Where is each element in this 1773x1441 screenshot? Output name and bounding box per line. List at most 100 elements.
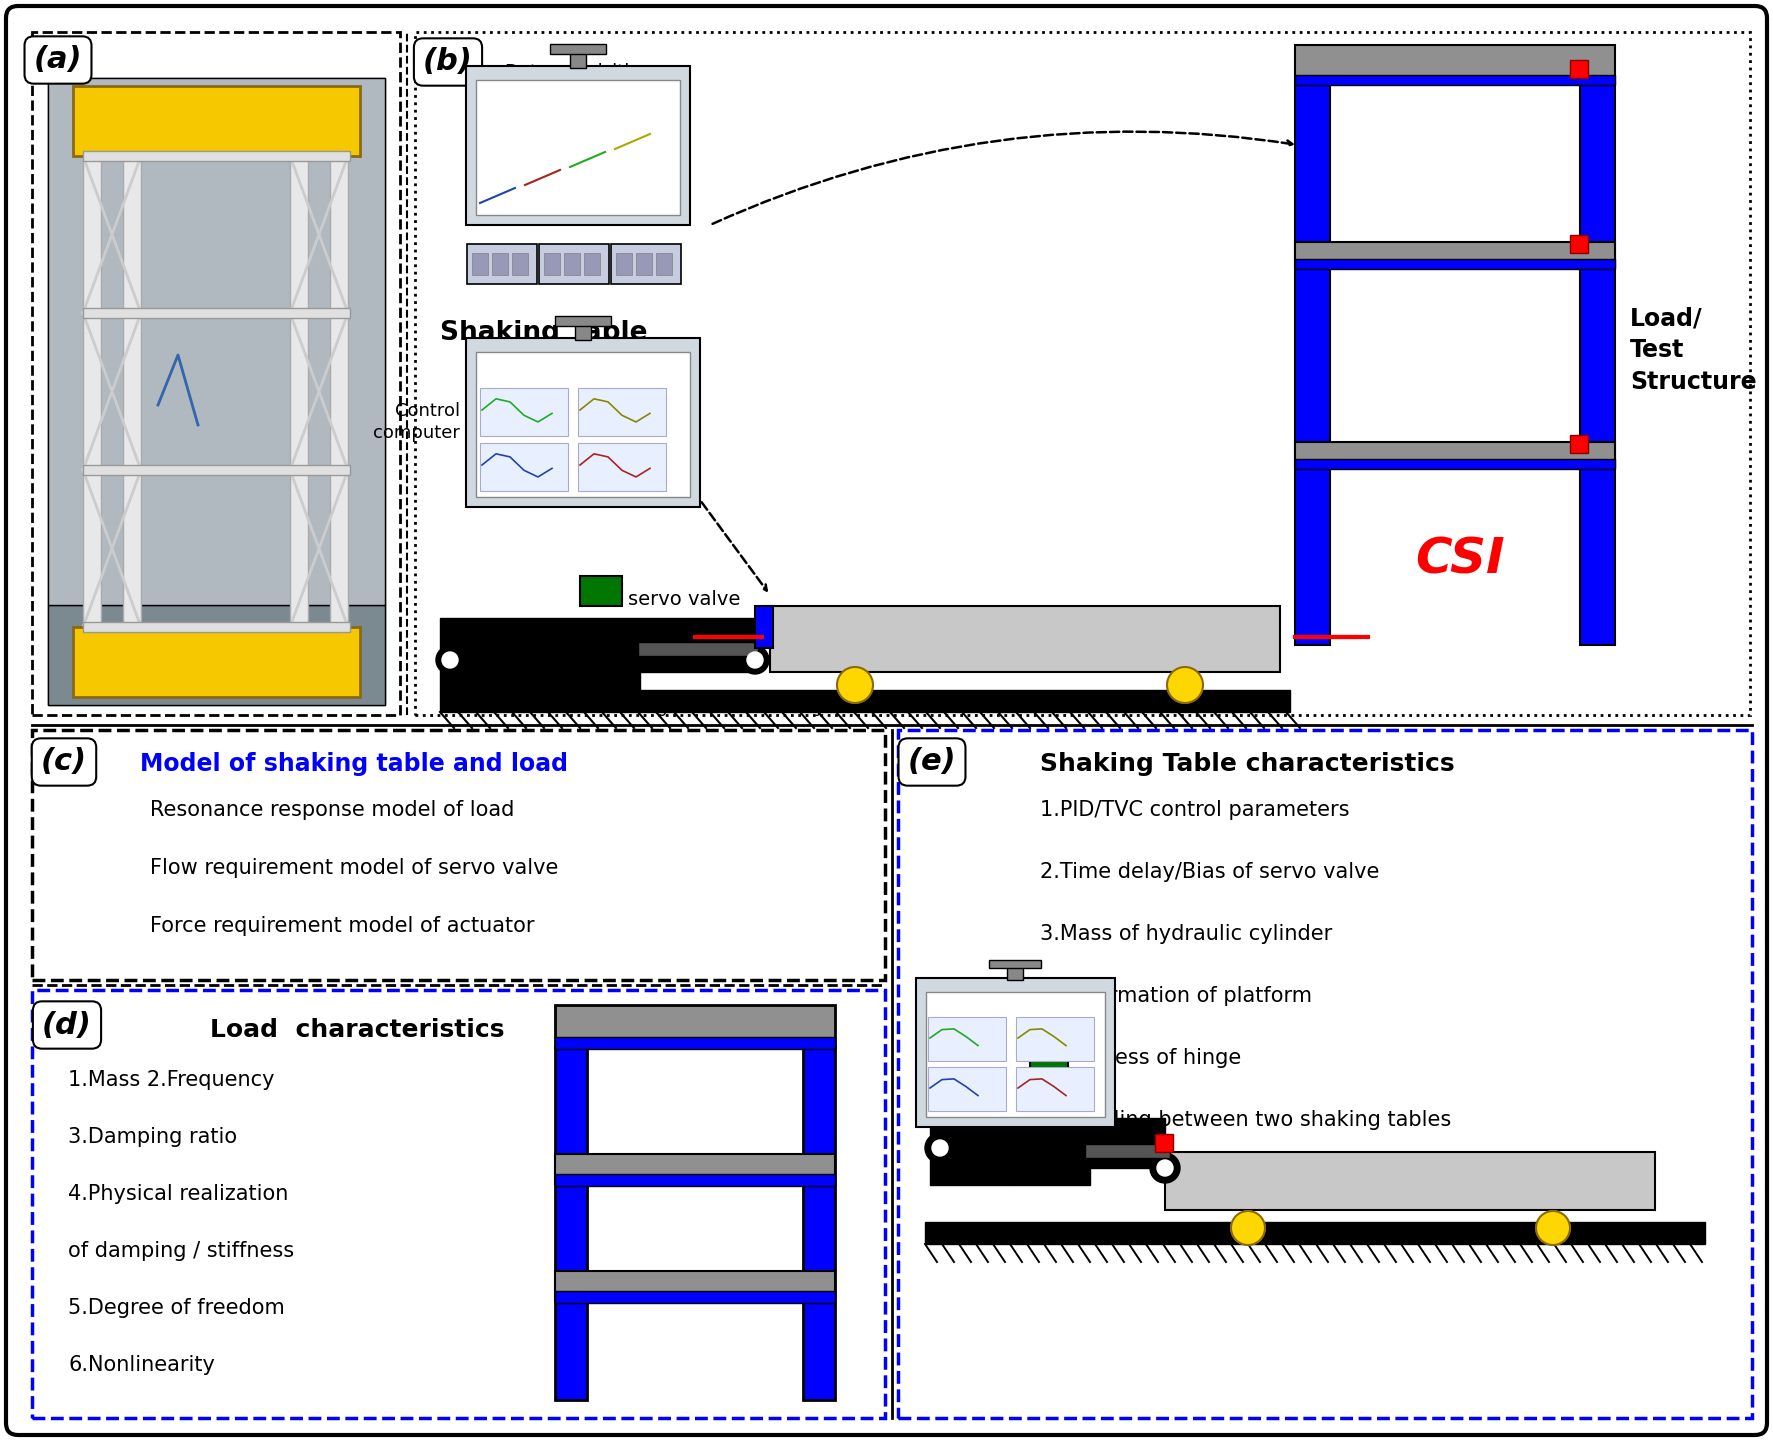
FancyBboxPatch shape [1294, 45, 1615, 84]
FancyBboxPatch shape [1571, 235, 1589, 254]
FancyBboxPatch shape [656, 254, 672, 275]
FancyBboxPatch shape [564, 254, 580, 275]
FancyBboxPatch shape [578, 442, 667, 491]
Text: 6.Nonlinearity: 6.Nonlinearity [67, 1355, 215, 1375]
FancyBboxPatch shape [1154, 1134, 1174, 1151]
FancyBboxPatch shape [291, 153, 309, 630]
FancyBboxPatch shape [803, 1048, 835, 1401]
FancyBboxPatch shape [48, 605, 385, 705]
Circle shape [1535, 1210, 1571, 1245]
Text: Shaking Table: Shaking Table [440, 320, 647, 346]
FancyBboxPatch shape [83, 308, 349, 318]
FancyBboxPatch shape [574, 321, 590, 340]
Text: 1.Mass 2.Frequency: 1.Mass 2.Frequency [67, 1071, 275, 1089]
FancyBboxPatch shape [544, 254, 560, 275]
FancyBboxPatch shape [475, 352, 690, 497]
FancyBboxPatch shape [1294, 75, 1615, 85]
Text: Control
computer: Control computer [372, 402, 459, 442]
FancyBboxPatch shape [1030, 1058, 1067, 1085]
FancyBboxPatch shape [926, 991, 1105, 1117]
FancyBboxPatch shape [1571, 61, 1589, 78]
FancyBboxPatch shape [512, 254, 528, 275]
Text: Data acquisition
system: Data acquisition system [505, 63, 651, 104]
FancyBboxPatch shape [917, 978, 1115, 1127]
FancyBboxPatch shape [83, 151, 349, 161]
Text: 4.Physical realization: 4.Physical realization [67, 1185, 289, 1205]
FancyBboxPatch shape [1294, 84, 1330, 646]
FancyBboxPatch shape [580, 576, 622, 607]
Circle shape [1167, 667, 1204, 703]
FancyBboxPatch shape [1580, 84, 1615, 646]
FancyBboxPatch shape [638, 643, 759, 656]
Circle shape [1158, 1160, 1174, 1176]
FancyBboxPatch shape [440, 690, 1291, 712]
FancyBboxPatch shape [472, 254, 488, 275]
FancyBboxPatch shape [612, 244, 681, 284]
Circle shape [1230, 1210, 1264, 1245]
FancyBboxPatch shape [989, 960, 1041, 968]
FancyBboxPatch shape [569, 50, 587, 68]
Polygon shape [931, 1089, 1090, 1185]
FancyBboxPatch shape [491, 254, 509, 275]
Text: Resonance response model of load: Resonance response model of load [151, 800, 514, 820]
FancyBboxPatch shape [927, 1017, 1005, 1061]
FancyBboxPatch shape [83, 623, 349, 633]
Circle shape [837, 667, 872, 703]
FancyBboxPatch shape [1016, 1066, 1094, 1111]
FancyBboxPatch shape [755, 607, 773, 648]
FancyBboxPatch shape [466, 66, 690, 225]
FancyBboxPatch shape [466, 339, 700, 507]
Text: 3.Mass of hydraulic cylinder: 3.Mass of hydraulic cylinder [1041, 924, 1332, 944]
Text: 2.Time delay/Bias of servo valve: 2.Time delay/Bias of servo valve [1041, 862, 1379, 882]
Text: 4.Deformation of platform: 4.Deformation of platform [1041, 986, 1312, 1006]
Circle shape [441, 651, 457, 669]
FancyBboxPatch shape [1571, 435, 1589, 452]
Text: Force requirement model of actuator: Force requirement model of actuator [151, 916, 534, 937]
Text: Model of shaking table and load: Model of shaking table and load [140, 752, 567, 777]
Circle shape [436, 646, 465, 674]
Text: 3.Damping ratio: 3.Damping ratio [67, 1127, 238, 1147]
Circle shape [1151, 1153, 1181, 1183]
Polygon shape [440, 618, 640, 690]
FancyBboxPatch shape [1294, 460, 1615, 468]
Text: Flow requirement model of servo valve: Flow requirement model of servo valve [151, 857, 558, 878]
FancyBboxPatch shape [511, 618, 755, 672]
FancyBboxPatch shape [73, 86, 360, 156]
FancyBboxPatch shape [769, 607, 1280, 672]
FancyBboxPatch shape [555, 1271, 835, 1301]
Circle shape [933, 1140, 949, 1156]
Text: of damping / stiffness: of damping / stiffness [67, 1241, 294, 1261]
FancyBboxPatch shape [48, 78, 385, 605]
FancyBboxPatch shape [466, 244, 537, 284]
FancyBboxPatch shape [330, 153, 348, 630]
FancyBboxPatch shape [555, 316, 612, 326]
Circle shape [746, 651, 762, 669]
Text: (b): (b) [424, 48, 473, 76]
Text: (a): (a) [34, 46, 82, 75]
Text: Hydraulic-Driven System: Hydraulic-Driven System [649, 697, 872, 716]
FancyBboxPatch shape [5, 6, 1768, 1435]
FancyBboxPatch shape [1007, 964, 1023, 980]
Text: Shaking Table characteristics: Shaking Table characteristics [1041, 752, 1454, 777]
Text: 6.Coupling between two shaking tables: 6.Coupling between two shaking tables [1041, 1110, 1452, 1130]
Text: 5.Stiffness of hinge: 5.Stiffness of hinge [1041, 1048, 1241, 1068]
FancyBboxPatch shape [539, 244, 608, 284]
FancyBboxPatch shape [1165, 1151, 1654, 1210]
Text: 5.Degree of freedom: 5.Degree of freedom [67, 1298, 285, 1319]
Text: Load/
Test
Structure: Load/ Test Structure [1629, 307, 1757, 393]
FancyBboxPatch shape [1011, 1118, 1165, 1169]
FancyBboxPatch shape [480, 442, 567, 491]
Text: Load  characteristics: Load characteristics [209, 1017, 505, 1042]
FancyBboxPatch shape [927, 1066, 1005, 1111]
FancyBboxPatch shape [555, 1174, 835, 1186]
Text: (d): (d) [43, 1010, 92, 1039]
FancyBboxPatch shape [1294, 242, 1615, 267]
FancyBboxPatch shape [83, 465, 349, 476]
FancyBboxPatch shape [1294, 259, 1615, 269]
FancyBboxPatch shape [122, 153, 142, 630]
FancyBboxPatch shape [1085, 1144, 1170, 1159]
FancyBboxPatch shape [480, 388, 567, 437]
Circle shape [741, 646, 769, 674]
Circle shape [926, 1133, 956, 1163]
Text: (e): (e) [908, 748, 956, 777]
